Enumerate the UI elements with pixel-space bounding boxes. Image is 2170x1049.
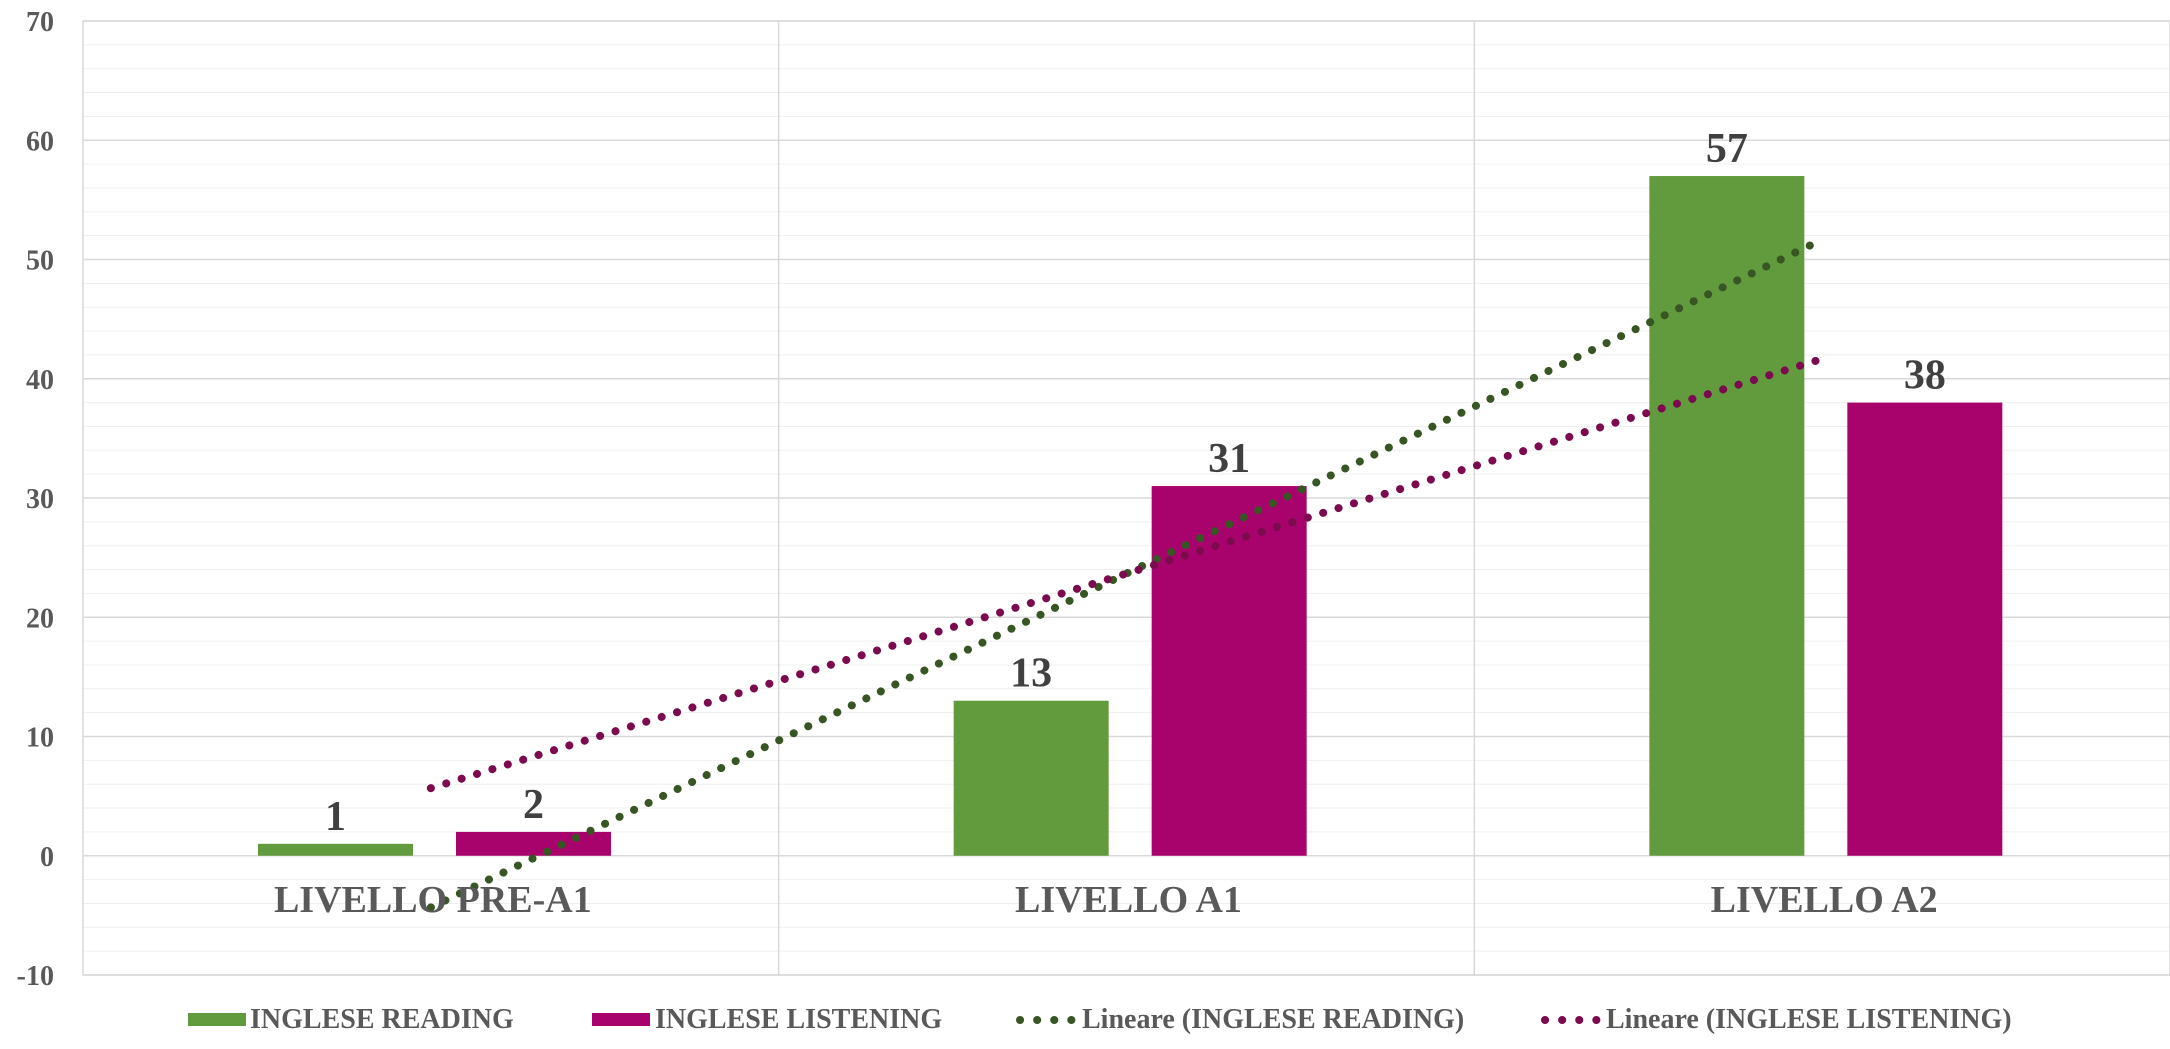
category-label: LIVELLO PRE-A1	[274, 879, 592, 921]
category-dividers	[777, 21, 1476, 975]
y-tick-label: 20	[26, 603, 54, 634]
y-tick-label: 60	[26, 126, 54, 157]
trendline-1	[426, 354, 1827, 793]
y-tick-label: -10	[17, 961, 54, 992]
legend-label: Lineare (INGLESE LISTENING)	[1606, 1004, 2012, 1035]
data-label: 38	[1904, 353, 1946, 399]
plot-border	[82, 20, 2170, 976]
legend-swatch	[188, 1013, 246, 1026]
data-labels: 1 2 13 31 57 38	[325, 126, 1946, 840]
y-axis-tick-labels: -10 0 10 20 30 40 50 60 70	[17, 7, 54, 992]
y-tick-label: 30	[26, 484, 54, 515]
trendlines	[426, 235, 1827, 912]
legend-label: INGLESE READING	[250, 1004, 514, 1035]
legend-label: Lineare (INGLESE READING)	[1082, 1004, 1464, 1035]
bar-1-2	[1847, 402, 2003, 856]
data-label: 13	[1010, 651, 1052, 697]
x-axis-category-labels: LIVELLO PRE-A1 LIVELLO A1 LIVELLO A2	[274, 879, 1938, 921]
chart-legend: INGLESE READING INGLESE LISTENING Lineare …	[188, 1004, 2012, 1035]
data-label: 2	[523, 782, 544, 828]
data-label: 1	[325, 794, 346, 840]
category-label: LIVELLO A2	[1711, 879, 1938, 921]
category-label: LIVELLO A1	[1015, 879, 1242, 921]
data-label: 57	[1706, 126, 1748, 172]
bar-0-0	[258, 843, 413, 856]
bars	[258, 176, 2003, 856]
y-tick-label: 50	[26, 246, 54, 277]
y-tick-label: 70	[26, 7, 54, 38]
bar-0-2	[1649, 176, 1805, 856]
bar-0-1	[953, 700, 1109, 856]
legend-label: INGLESE LISTENING	[655, 1004, 942, 1035]
bar-1-0	[456, 831, 611, 856]
bar-1-1	[1151, 486, 1307, 856]
y-tick-label: 40	[26, 365, 54, 396]
y-tick-label: 0	[40, 842, 54, 873]
y-tick-label: 10	[26, 723, 54, 754]
data-label: 31	[1208, 436, 1250, 482]
legend-swatch	[592, 1013, 650, 1026]
plot-area-frame	[82, 20, 2170, 976]
